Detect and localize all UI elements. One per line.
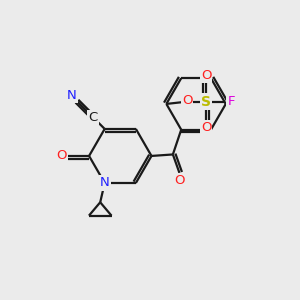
Text: O: O	[56, 149, 66, 162]
Text: F: F	[227, 95, 235, 108]
Text: O: O	[174, 174, 185, 187]
Text: O: O	[182, 94, 192, 107]
Text: N: N	[67, 89, 76, 102]
Text: O: O	[201, 69, 211, 82]
Text: N: N	[100, 176, 110, 190]
Text: O: O	[201, 121, 211, 134]
Text: C: C	[88, 111, 98, 124]
Text: S: S	[201, 94, 211, 109]
